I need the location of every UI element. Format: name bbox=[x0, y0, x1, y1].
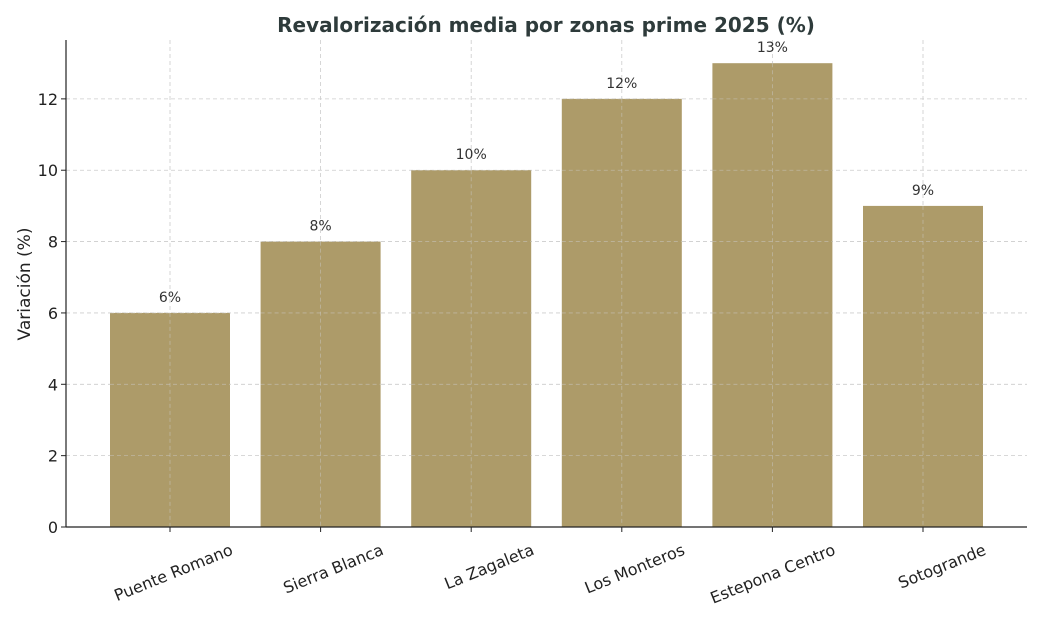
x-ticks: Puente Romano Sierra Blanca La Zagaleta Los… bbox=[111, 527, 988, 608]
data-label: 9% bbox=[912, 183, 934, 199]
data-label: 6% bbox=[159, 290, 181, 306]
x-tick-label: Estepona Centro bbox=[707, 540, 837, 607]
y-tick-label: 0 bbox=[48, 518, 58, 537]
x-tick-label: Los Monteros bbox=[582, 540, 687, 597]
y-tick-label: 2 bbox=[48, 447, 58, 466]
data-labels: 6% 8% 10% 12% 13% 9% bbox=[159, 40, 934, 306]
y-tick-label: 4 bbox=[48, 375, 58, 394]
x-tick-label: Sotogrande bbox=[895, 540, 988, 592]
x-tick-label: La Zagaleta bbox=[442, 540, 537, 593]
chart-title: Revalorización media por zonas prime 202… bbox=[277, 13, 815, 37]
y-ticks: 0 2 4 6 8 10 12 bbox=[38, 90, 66, 537]
data-label: 12% bbox=[606, 76, 637, 92]
x-tick-label: Puente Romano bbox=[111, 540, 235, 605]
data-label: 13% bbox=[757, 40, 788, 56]
bar bbox=[863, 205, 983, 527]
data-label: 10% bbox=[456, 147, 487, 163]
bars bbox=[110, 63, 983, 528]
data-label: 8% bbox=[309, 219, 331, 235]
y-tick-label: 12 bbox=[38, 90, 58, 109]
y-tick-label: 6 bbox=[48, 304, 58, 323]
y-tick-label: 8 bbox=[48, 233, 58, 252]
y-tick-label: 10 bbox=[38, 161, 58, 180]
y-axis-label: Variación (%) bbox=[15, 228, 35, 341]
x-tick-label: Sierra Blanca bbox=[281, 540, 387, 597]
